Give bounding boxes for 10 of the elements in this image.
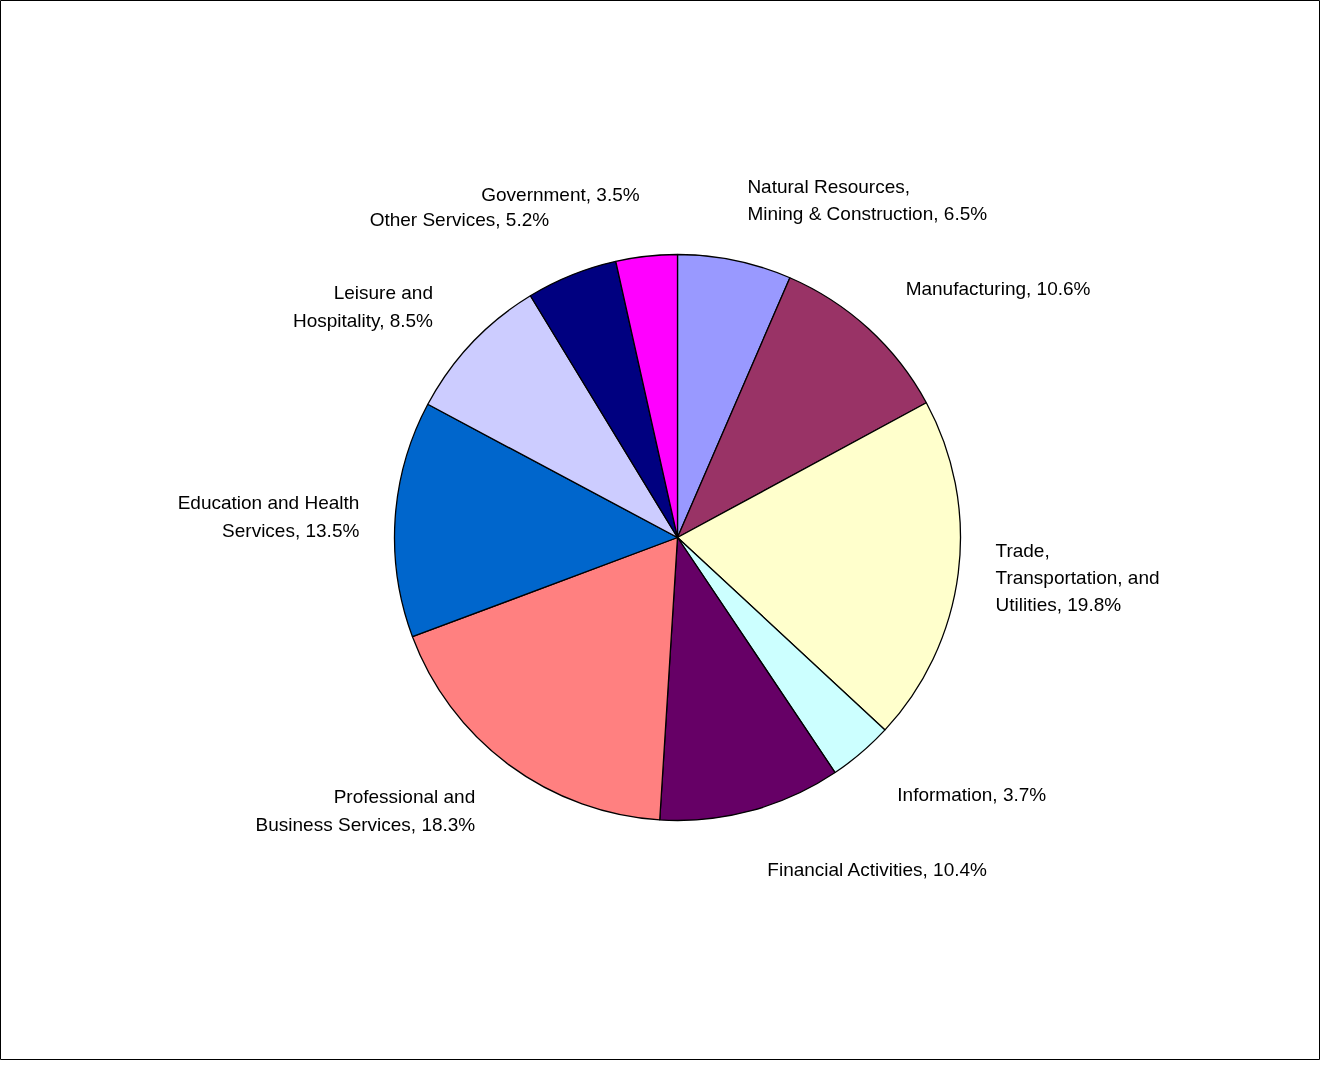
slice-label: Education and Health Services, 13.5% — [177, 492, 360, 541]
slice-label: Other Services, 5.2% — [369, 208, 550, 230]
slice-label: Professional and Business Services, 18.3% — [255, 786, 476, 835]
slice-label: Natural Resources, Mining & Construction, 6.5% — [747, 175, 988, 225]
slice-label: Trade, Transportation, and Utilities, 19.8% — [995, 539, 1160, 616]
slice-label: Manufacturing, 10.6% — [905, 277, 1091, 299]
slice-label: Government, 3.5% — [481, 183, 640, 205]
slice-label: Financial Activities, 10.4% — [767, 859, 988, 881]
slice-label: Leisure and Hospitality, 8.5% — [292, 282, 434, 331]
slice-label: Information, 3.7% — [897, 784, 1047, 806]
